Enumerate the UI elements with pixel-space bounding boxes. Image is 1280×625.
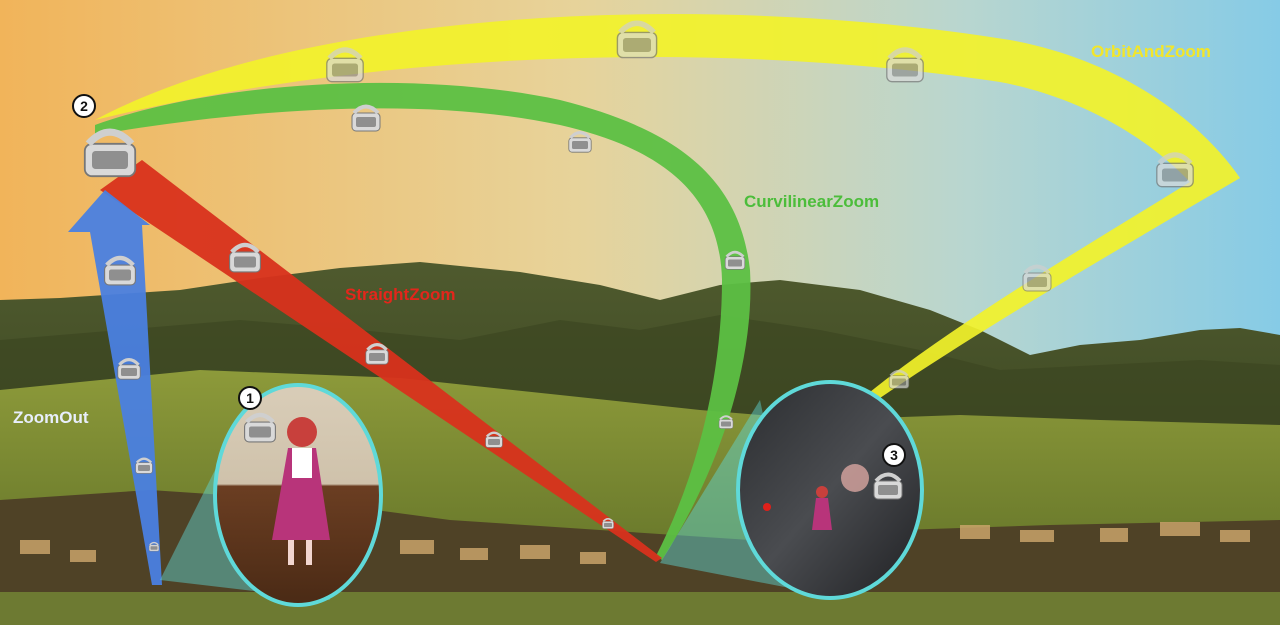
character-3: [812, 486, 832, 530]
label-zoom-out: ZoomOut: [13, 408, 89, 427]
foreground-grass: [0, 592, 1280, 625]
zoom-out-path: [68, 190, 162, 585]
portal-3: [736, 380, 924, 600]
character-1: [272, 417, 330, 565]
marker-3: 3: [882, 443, 906, 467]
label-orbit-and-zoom: OrbitAndZoom: [1091, 42, 1211, 61]
portal-1: [213, 383, 383, 607]
label-straight-zoom: StraightZoom: [345, 285, 456, 304]
marker-2: 2: [72, 94, 96, 118]
town-houses: [20, 522, 1250, 564]
marker-1: 1: [238, 386, 262, 410]
label-curvilinear-zoom: CurvilinearZoom: [744, 192, 880, 211]
curvilinear-zoom-path: [95, 82, 751, 560]
